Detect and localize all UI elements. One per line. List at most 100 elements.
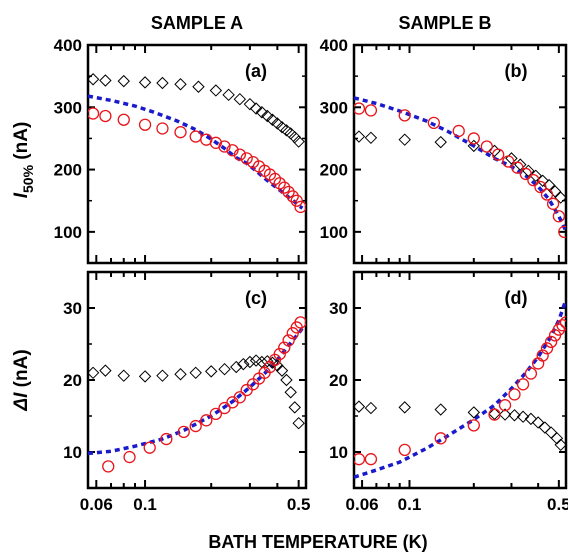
diamond-point-d [531, 416, 545, 429]
diamond-point-b [434, 135, 447, 149]
x-tick-label-c: 0.1 [133, 495, 157, 514]
y-tick-label-b: 100 [320, 223, 348, 242]
diamond-point-a [266, 113, 279, 126]
panel-frame-d [352, 270, 568, 490]
diamond-point-b [554, 191, 566, 204]
panel-b: 100 200 300 400 (b) [320, 36, 568, 265]
y-tick-label-c: 30 [63, 299, 82, 318]
diamond-point-a [292, 135, 305, 148]
circle-point-b [398, 109, 411, 122]
diamond-point-b [354, 130, 366, 143]
x-tick-label-d: 0.5 [547, 495, 568, 514]
diamond-point-d [554, 438, 566, 452]
diamond-point-d [544, 426, 558, 439]
diamond-point-c [205, 365, 218, 378]
panels-group: 100 200 300 400 (a) 100 200 300 400 (b) 10 20 30 0.06… [54, 36, 568, 514]
circle-point-a [88, 107, 100, 120]
diamond-point-d [398, 401, 411, 414]
column-title-sample-b: SAMPLE B [398, 13, 491, 33]
diamond-point-c [189, 366, 202, 380]
circle-point-b [546, 197, 560, 210]
circle-point-b [519, 167, 532, 181]
circle-point-c [218, 401, 231, 415]
diamond-point-a [222, 88, 235, 102]
diamond-point-a [88, 73, 100, 86]
diamond-point-d [434, 403, 447, 416]
panel-frame-b [352, 43, 568, 265]
panel-d: 10 20 30 0.06 0.1 0.5 (d) [329, 270, 568, 514]
circle-point-a [282, 185, 295, 199]
circle-point-d [498, 399, 512, 412]
y-axis-label-bottom-unit: (nA) [11, 349, 32, 392]
circle-point-d [364, 453, 378, 466]
circle-point-a [156, 122, 169, 135]
circle-point-b [480, 140, 493, 153]
circle-point-d [516, 378, 530, 391]
diamond-point-a [249, 102, 263, 115]
x-tick-label-d: 0.1 [398, 495, 422, 514]
circle-point-a [174, 126, 187, 139]
circle-point-c [177, 425, 190, 438]
fit-line-c [88, 324, 306, 456]
diamond-point-a [117, 74, 130, 88]
diamond-point-b [364, 131, 378, 145]
diamond-point-c [138, 370, 152, 383]
fit-line-b [354, 96, 566, 232]
circle-point-b [540, 188, 554, 201]
diamond-point-b [542, 178, 556, 192]
circle-point-c [123, 450, 136, 464]
circle-point-b [452, 124, 465, 138]
y-tick-label-c: 20 [63, 371, 82, 390]
diamond-point-c [261, 355, 274, 368]
y-tick-label-a: 100 [54, 223, 82, 242]
circle-point-b [534, 180, 547, 194]
diamond-point-d [498, 408, 512, 421]
circle-point-a [290, 194, 303, 207]
diamond-point-c [275, 364, 289, 377]
circle-point-a [294, 200, 306, 214]
panel-letter-a: (a) [245, 61, 267, 81]
circle-point-c [209, 407, 223, 420]
circle-point-c [278, 341, 291, 354]
y-axis-label-top-subscript: 50% [20, 164, 36, 193]
circle-point-a [286, 190, 299, 203]
diamond-point-b [529, 169, 543, 183]
circle-point-c [233, 391, 246, 404]
circle-point-d [536, 349, 549, 362]
diamond-point-c [230, 360, 243, 374]
circle-point-d [552, 323, 566, 336]
circle-point-d [556, 319, 566, 332]
diamond-point-a [243, 97, 257, 111]
panel-a: 100 200 300 400 (a) [54, 36, 308, 265]
panel-letter-c: (c) [245, 288, 267, 308]
circle-point-d [559, 316, 566, 329]
diamond-point-c [284, 386, 297, 399]
circle-point-b [354, 102, 366, 115]
circle-point-b [364, 104, 378, 117]
y-axis-label-bottom: ΔI (nA) [11, 349, 32, 411]
circle-point-a [226, 144, 239, 157]
y-tick-label-d: 30 [329, 299, 348, 318]
circle-point-d [544, 335, 558, 348]
circle-point-a [117, 113, 130, 126]
diamond-point-c [156, 369, 169, 382]
diamond-point-a [255, 106, 269, 119]
diamond-point-d [364, 401, 378, 415]
diamond-point-c [117, 369, 130, 382]
panel-frame-c [86, 270, 308, 490]
circle-point-b [467, 132, 480, 145]
circle-point-c [282, 334, 295, 347]
circle-point-d [354, 453, 366, 466]
panel-letter-d: (d) [505, 288, 528, 308]
diamond-point-c [280, 373, 293, 387]
circle-point-c [294, 316, 306, 329]
circle-point-b [527, 174, 540, 187]
y-axis-label-top: I50% (nA) [11, 122, 36, 199]
y-tick-label-a: 300 [54, 98, 82, 117]
diamond-point-d [550, 432, 564, 445]
y-tick-label-b: 400 [320, 36, 348, 55]
panel-data-b [354, 96, 566, 239]
diamond-point-a [192, 80, 205, 93]
circle-point-a [138, 118, 152, 131]
